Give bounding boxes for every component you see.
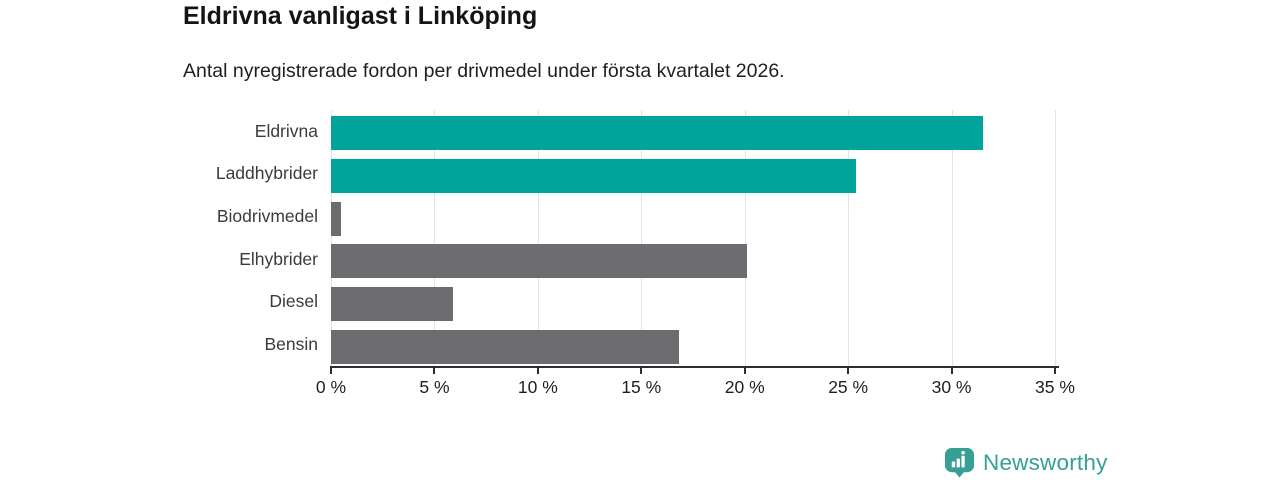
gridline-0 [331, 110, 332, 366]
x-axis-tick-5 [433, 366, 436, 374]
x-axis-tick-label-20: 20 % [724, 377, 765, 397]
bar-biodrivmedel [331, 201, 342, 236]
bar-chart-plot-area: Eldrivna Laddhybrider Biodrivmedel Elhybrid… [216, 110, 1075, 397]
category-label-laddhybrider: Laddhybrider [215, 163, 318, 184]
logo-exclamation-dot [961, 451, 965, 455]
x-axis-tick-20 [743, 366, 746, 374]
x-axis-tick-25 [847, 366, 850, 374]
bar-bensin [331, 329, 679, 364]
category-label-eldrivna: Eldrivna [254, 120, 318, 141]
newsworthy-logo: Newsworthy [944, 447, 1108, 478]
gridline-35 [1055, 110, 1056, 366]
x-axis-tick-label-10: 10 % [517, 377, 558, 397]
bar-elhybrider [331, 244, 747, 279]
x-axis-tick-label-30: 30 % [931, 377, 972, 397]
gridline-15 [641, 110, 643, 366]
x-axis-tick-label-5: 5 % [419, 377, 450, 397]
newsworthy-logo-icon [944, 447, 975, 478]
category-label-diesel: Diesel [269, 291, 318, 312]
x-axis-tick-30 [950, 366, 953, 374]
x-axis-tick-label-0: 0 % [315, 377, 347, 397]
x-axis-tick-label-35: 35 % [1035, 377, 1075, 397]
gridline-30 [951, 110, 953, 366]
logo-bar-small [951, 461, 956, 468]
bar-eldrivna [331, 116, 983, 151]
category-label-bensin: Bensin [264, 334, 318, 355]
x-axis-tick-15 [640, 366, 643, 374]
x-axis-line [330, 366, 1059, 368]
x-axis-tick-label-15: 15 % [621, 377, 662, 397]
category-label-elhybrider: Elhybrider [239, 248, 318, 269]
logo-bar-medium [956, 458, 960, 468]
bar-laddhybrider [331, 159, 857, 193]
gridline-20 [744, 110, 746, 366]
logo-bar-tall [961, 455, 965, 468]
x-axis-tick-0 [330, 366, 332, 374]
bar-diesel [331, 287, 454, 321]
x-axis-tick-label-25: 25 % [828, 377, 869, 397]
category-label-biodrivmedel: Biodrivmedel [216, 206, 318, 227]
newsworthy-wordmark: Newsworthy [983, 449, 1108, 475]
x-axis-tick-35 [1054, 366, 1056, 374]
gridline-25 [848, 110, 850, 366]
chart-subtitle: Antal nyregistrerade fordon per drivmede… [183, 60, 785, 82]
chart-title: Eldrivna vanligast i Linköping [183, 2, 538, 30]
gridline-5 [434, 110, 436, 366]
x-axis-tick-10 [536, 366, 539, 374]
gridline-10 [537, 110, 539, 366]
